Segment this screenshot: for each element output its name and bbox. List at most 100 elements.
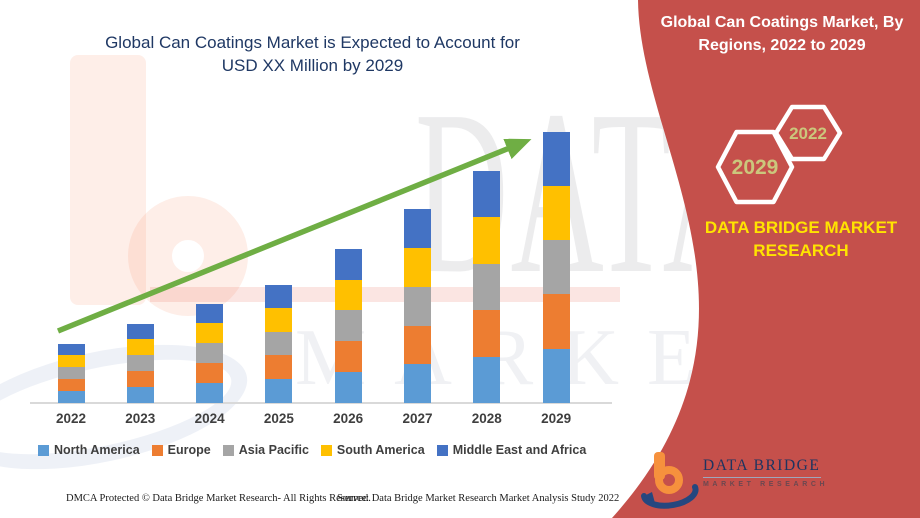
bar-2028-segment-asia-pacific bbox=[473, 264, 501, 310]
bar-2025-segment-europe bbox=[265, 355, 293, 379]
stacked-bar-plot-area bbox=[57, 132, 570, 403]
legend-item-europe: Europe bbox=[151, 443, 211, 457]
legend-swatch-north-america bbox=[38, 444, 49, 456]
chart-title: Global Can Coatings Market is Expected t… bbox=[30, 31, 595, 78]
bar-2022-segment-south-america bbox=[57, 355, 85, 367]
bar-2027-segment-europe bbox=[404, 326, 431, 364]
hexagon-2022-icon bbox=[773, 104, 843, 162]
footer-source-text: Source: Data Bridge Market Research Mark… bbox=[337, 493, 620, 504]
x-label-2022: 2022 bbox=[55, 411, 87, 426]
legend-item-middle-east-and-africa: Middle East and Africa bbox=[436, 443, 587, 457]
bar-2025-segment-north-america bbox=[265, 379, 293, 403]
chart-title-line1: Global Can Coatings Market is Expected t… bbox=[105, 33, 520, 52]
bar-2026-segment-middle-east-and-africa bbox=[334, 249, 362, 280]
legend-label-north-america: North America bbox=[54, 443, 140, 457]
x-label-2026: 2026 bbox=[333, 411, 364, 426]
bar-2024-segment-europe bbox=[196, 363, 224, 383]
bar-2029-segment-south-america bbox=[542, 186, 570, 240]
bar-2029-segment-europe bbox=[542, 294, 570, 349]
hexagon-2022-label: 2022 bbox=[789, 124, 827, 143]
bar-2023 bbox=[126, 324, 154, 403]
legend-swatch-asia-pacific bbox=[222, 444, 234, 456]
footer-dmca-text: DMCA Protected © Data Bridge Market Rese… bbox=[66, 493, 371, 504]
logo-swoosh-tail bbox=[644, 492, 655, 503]
x-label-2028: 2028 bbox=[471, 411, 502, 426]
legend-label-south-america: South America bbox=[336, 443, 425, 457]
legend-item-asia-pacific: Asia Pacific bbox=[222, 443, 309, 457]
bar-2029 bbox=[542, 132, 570, 403]
logo-swoosh bbox=[641, 484, 699, 509]
legend-label-europe: Europe bbox=[167, 443, 211, 457]
legend-swatch-south-america bbox=[320, 444, 332, 456]
legend-item-north-america: North America bbox=[38, 443, 140, 457]
chart-title-line2: USD XX Million by 2029 bbox=[221, 56, 404, 76]
x-label-2023: 2023 bbox=[125, 411, 156, 426]
bar-2027-segment-middle-east-and-africa bbox=[404, 209, 431, 248]
legend-label-asia-pacific: Asia Pacific bbox=[238, 443, 309, 457]
bar-2022-segment-middle-east-and-africa bbox=[57, 344, 85, 355]
legend-swatch-europe bbox=[151, 444, 163, 456]
chart-legend: North America Europe Asia Pacific South Ame… bbox=[38, 443, 618, 457]
bar-2029-segment-north-america bbox=[542, 349, 570, 403]
bar-2028-segment-europe bbox=[473, 310, 501, 357]
red-panel-shape bbox=[612, 0, 920, 518]
brand-text: DATA BRIDGE MARKET RESEARCH bbox=[704, 218, 898, 260]
data-bridge-logo: DATA BRIDGE MARKET RESEARCH bbox=[641, 449, 831, 511]
bar-2024-segment-middle-east-and-africa bbox=[196, 304, 224, 323]
bar-2026-segment-asia-pacific bbox=[334, 310, 362, 341]
x-label-2025: 2025 bbox=[263, 411, 294, 426]
bar-2025-segment-south-america bbox=[265, 308, 293, 332]
bar-2023-segment-south-america bbox=[126, 339, 154, 355]
x-axis-labels: 2022 2023 2024 2025 2026 2027 2028 2029 bbox=[0, 411, 625, 431]
right-panel-title: Global Can Coatings Market, By Regions, … bbox=[652, 12, 912, 57]
right-panel-title-line1: Global Can Coatings Market, By bbox=[660, 14, 904, 31]
hexagon-2029-label: 2029 bbox=[731, 156, 779, 179]
bar-2022-segment-asia-pacific bbox=[57, 367, 85, 379]
bar-2025 bbox=[265, 285, 293, 403]
bar-2026 bbox=[334, 249, 362, 403]
bar-2027 bbox=[404, 209, 431, 403]
bar-2028-segment-north-america bbox=[473, 357, 501, 403]
bar-2022-segment-north-america bbox=[57, 391, 85, 403]
bar-2028-segment-middle-east-and-africa bbox=[473, 171, 501, 217]
legend-item-south-america: South America bbox=[320, 443, 425, 457]
bar-2023-segment-middle-east-and-africa bbox=[126, 324, 154, 339]
bar-2029-segment-asia-pacific bbox=[542, 240, 570, 294]
bar-2027-segment-north-america bbox=[404, 364, 431, 403]
x-axis-line bbox=[30, 402, 612, 404]
bar-2026-segment-south-america bbox=[334, 280, 362, 310]
bar-2027-segment-asia-pacific bbox=[404, 287, 431, 326]
bar-2023-segment-asia-pacific bbox=[126, 355, 154, 371]
bar-2022-segment-europe bbox=[57, 379, 85, 391]
bar-2024-segment-north-america bbox=[196, 383, 224, 403]
legend-swatch-middle-east-and-africa bbox=[436, 444, 448, 456]
bar-2022 bbox=[57, 344, 85, 403]
bar-2023-segment-europe bbox=[126, 371, 154, 387]
x-label-2024: 2024 bbox=[194, 411, 225, 426]
logo-divider bbox=[703, 477, 821, 478]
x-label-2027: 2027 bbox=[402, 411, 433, 426]
bar-2024-segment-south-america bbox=[196, 323, 224, 343]
bar-2023-segment-north-america bbox=[126, 387, 154, 403]
bar-2026-segment-europe bbox=[334, 341, 362, 372]
hexagon-2029-icon bbox=[715, 129, 795, 205]
bar-2024 bbox=[196, 304, 224, 403]
legend-label-middle-east-and-africa: Middle East and Africa bbox=[452, 443, 587, 457]
bar-2028-segment-south-america bbox=[473, 217, 501, 264]
logo-text-block: DATA BRIDGE MARKET RESEARCH bbox=[703, 457, 828, 488]
logo-b-bowl bbox=[655, 466, 683, 494]
bar-2029-segment-middle-east-and-africa bbox=[542, 132, 570, 186]
bar-2027-segment-south-america bbox=[404, 248, 431, 287]
logo-tagline: MARKET RESEARCH bbox=[703, 481, 829, 488]
hexagon-badges bbox=[715, 104, 843, 205]
bar-2024-segment-asia-pacific bbox=[196, 343, 224, 363]
logo-name: DATA BRIDGE bbox=[703, 457, 821, 474]
bar-2026-segment-north-america bbox=[334, 372, 362, 403]
right-panel-title-line2: Regions, 2022 to 2029 bbox=[698, 36, 866, 54]
bar-2028 bbox=[473, 171, 501, 403]
data-bridge-logo-icon bbox=[641, 452, 699, 509]
bar-2025-segment-asia-pacific bbox=[265, 332, 293, 355]
x-label-2029: 2029 bbox=[541, 411, 572, 426]
